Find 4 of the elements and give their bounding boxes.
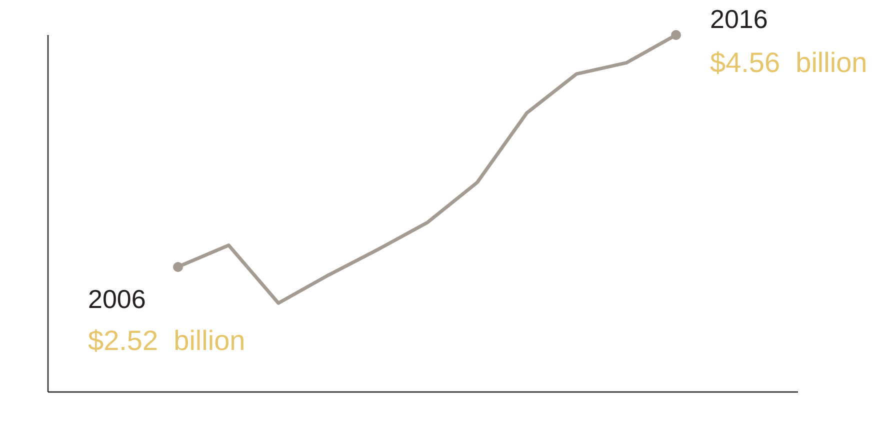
text: $4.56 billion <box>710 47 868 78</box>
text: 2016 <box>710 4 768 34</box>
text: 2006 <box>88 284 146 314</box>
annotation: $2.52 billion <box>88 324 246 356</box>
